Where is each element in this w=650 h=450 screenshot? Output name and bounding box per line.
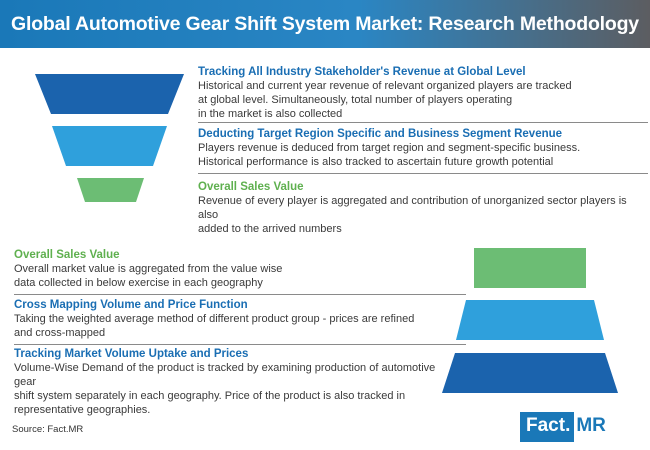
top-step-2-body: Players revenue is deduced from target r… [198, 142, 581, 168]
logo-part-1: Fact. [520, 412, 575, 442]
top-step-3-body: Revenue of every player is aggregated an… [198, 195, 627, 235]
top-step-1: Tracking All Industry Stakeholder's Reve… [198, 65, 638, 121]
bottom-step-1-body: Overall market value is aggregated from … [14, 263, 283, 289]
divider [14, 294, 466, 295]
logo-part-2: MR [576, 415, 606, 436]
top-step-3-title: Overall Sales Value [198, 181, 304, 193]
top-step-1-title: Tracking All Industry Stakeholder's Reve… [198, 66, 526, 78]
divider [198, 173, 648, 174]
top-funnel-step-3 [77, 178, 144, 202]
top-step-3: Overall Sales Value Revenue of every pla… [198, 180, 644, 236]
bottom-funnel-step-2 [456, 300, 604, 340]
bottom-step-3-title: Tracking Market Volume Uptake and Prices [14, 348, 249, 360]
page-title: Global Automotive Gear Shift System Mark… [0, 0, 650, 48]
bottom-step-2: Cross Mapping Volume and Price Function … [14, 298, 454, 340]
bottom-step-2-title: Cross Mapping Volume and Price Function [14, 299, 248, 311]
source-note: Source: Fact.MR [12, 424, 84, 435]
divider [198, 122, 648, 123]
top-step-2-title: Deducting Target Region Specific and Bus… [198, 128, 563, 140]
bottom-step-1: Overall Sales Value Overall market value… [14, 248, 454, 290]
bottom-funnel-step-3 [442, 353, 618, 393]
top-step-1-body: Historical and current year revenue of r… [198, 80, 572, 120]
top-funnel-step-1 [35, 74, 184, 114]
bottom-step-1-title: Overall Sales Value [14, 249, 120, 261]
bottom-step-3-body: Volume-Wise Demand of the product is tra… [14, 362, 436, 416]
top-funnel-step-2 [52, 126, 167, 166]
bottom-funnel-step-1 [474, 248, 586, 288]
bottom-step-3: Tracking Market Volume Uptake and Prices… [14, 347, 454, 417]
top-step-2: Deducting Target Region Specific and Bus… [198, 127, 638, 169]
factmr-logo: Fact. MR [520, 412, 610, 442]
bottom-step-2-body: Taking the weighted average method of di… [14, 313, 415, 339]
divider [14, 344, 466, 345]
